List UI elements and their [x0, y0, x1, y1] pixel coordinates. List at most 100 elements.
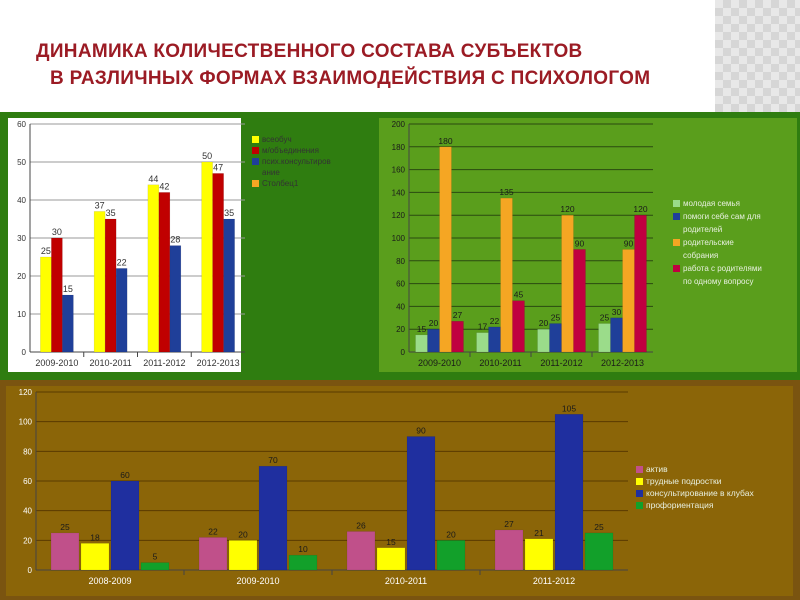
- data-label: 10: [298, 544, 308, 554]
- data-label: 20: [429, 318, 439, 328]
- y-tick-label: 10: [17, 310, 26, 319]
- bar: [561, 214, 574, 353]
- legend-label: актив: [646, 464, 668, 474]
- legend-label: Столбец1: [262, 179, 299, 188]
- legend-label: родительские: [683, 238, 734, 247]
- legend-swatch: [673, 200, 680, 207]
- bar: [51, 237, 63, 353]
- data-label: 42: [159, 181, 169, 191]
- data-label: 45: [514, 290, 524, 300]
- legend-swatch: [673, 265, 680, 272]
- bar: [634, 214, 647, 353]
- legend-swatch: [636, 490, 643, 497]
- legend-swatch: [636, 478, 643, 485]
- bar: [169, 245, 182, 353]
- data-label: 20: [539, 318, 549, 328]
- legend-swatch: [252, 147, 259, 154]
- y-tick-label: 60: [396, 280, 405, 289]
- bar: [158, 192, 171, 353]
- chart-panel-3: 0 20 40 60 80 100 120 2008-2009 25 18 60 5 2009-2010…: [0, 380, 800, 600]
- data-label: 120: [560, 204, 574, 214]
- bar: [537, 328, 550, 353]
- x-tick-label: 2011-2012: [540, 358, 582, 368]
- bar: [524, 538, 554, 571]
- bar: [80, 543, 110, 571]
- y-tick-label: 0: [28, 566, 33, 575]
- data-label: 22: [117, 257, 127, 267]
- data-label: 25: [551, 313, 561, 323]
- slide-header: ДИНАМИКА КОЛИЧЕСТВЕННОГО СОСТАВА СУБЪЕКТ…: [0, 0, 715, 112]
- legend-label: родителей: [683, 225, 722, 234]
- data-label: 44: [148, 174, 158, 184]
- bar: [451, 320, 464, 353]
- data-label: 50: [202, 151, 212, 161]
- legend-label: ание: [262, 168, 280, 177]
- chart-panel-1: 0 10 20 30 40 50 60 2009-2010 25 30 15 2010-2011 37 3…: [0, 112, 373, 380]
- bar: [436, 540, 466, 571]
- data-label: 60: [120, 470, 130, 480]
- legend-swatch: [673, 239, 680, 246]
- bar: [346, 531, 376, 571]
- chart-panel-2: 0 20 40 60 80 100 120 140 160 180 200 2009-2010 15 20…: [373, 112, 800, 380]
- legend-swatch: [252, 180, 259, 187]
- y-tick-label: 0: [22, 348, 27, 357]
- data-label: 17: [478, 322, 488, 332]
- legend-label: профориентация: [646, 500, 714, 510]
- y-tick-label: 20: [17, 272, 26, 281]
- x-tick-label: 2012-2013: [601, 358, 644, 368]
- data-label: 90: [416, 426, 426, 436]
- y-tick-label: 40: [396, 302, 405, 311]
- x-tick-label: 2009-2010: [236, 576, 279, 586]
- legend-label: трудные подростки: [646, 476, 722, 486]
- data-label: 20: [238, 529, 248, 539]
- y-tick-label: 60: [17, 120, 26, 129]
- data-label: 180: [438, 136, 452, 146]
- legend-label: м/объединения: [262, 146, 319, 155]
- x-tick-label: 2011-2012: [143, 358, 185, 368]
- data-label: 26: [356, 520, 366, 530]
- legend-swatch: [252, 158, 259, 165]
- y-tick-label: 40: [23, 507, 32, 516]
- bar: [427, 328, 440, 353]
- bar: [554, 414, 584, 571]
- data-label: 25: [600, 313, 610, 323]
- legend-label: консультирование в клубах: [646, 488, 754, 498]
- bar: [258, 465, 288, 571]
- bar: [198, 537, 228, 571]
- bar: [62, 294, 74, 353]
- bar: [104, 218, 117, 353]
- bar: [512, 300, 525, 353]
- y-tick-label: 30: [17, 234, 26, 243]
- data-label: 27: [504, 519, 514, 529]
- x-tick-label: 2011-2012: [533, 576, 575, 586]
- data-label: 20: [446, 529, 456, 539]
- slide-title-line-2: В РАЗЛИЧНЫХ ФОРМАХ ВЗАИМОДЕЙСТВИЯ С ПСИХ…: [50, 68, 651, 89]
- bar: [228, 540, 258, 571]
- bar: [110, 480, 140, 571]
- legend-label: собрания: [683, 251, 718, 260]
- data-label: 30: [52, 227, 62, 237]
- data-label: 15: [63, 284, 73, 294]
- y-tick-label: 120: [392, 211, 406, 220]
- y-tick-label: 20: [23, 536, 32, 545]
- x-tick-label: 2012-2013: [197, 358, 240, 368]
- y-tick-label: 20: [396, 325, 405, 334]
- x-tick-label: 2009-2010: [35, 358, 78, 368]
- legend-label: молодая семья: [683, 199, 740, 208]
- bar: [573, 249, 586, 353]
- x-tick-label: 2008-2009: [88, 576, 131, 586]
- slide-title: ДИНАМИКА КОЛИЧЕСТВЕННОГО СОСТАВА СУБЪЕКТ…: [36, 38, 706, 92]
- bar: [376, 547, 406, 571]
- y-tick-label: 100: [392, 234, 406, 243]
- bar: [288, 554, 318, 571]
- legend-swatch: [252, 136, 259, 143]
- data-label: 70: [268, 455, 278, 465]
- legend-label: помоги себе сам для: [683, 212, 761, 221]
- legend-label: по одному вопросу: [683, 277, 753, 286]
- data-label: 5: [153, 552, 158, 562]
- data-label: 28: [170, 235, 180, 245]
- y-tick-label: 80: [396, 257, 405, 266]
- data-label: 90: [624, 238, 634, 248]
- slide-title-line-1: ДИНАМИКА КОЛИЧЕСТВЕННОГО СОСТАВА СУБЪЕКТ…: [36, 41, 583, 62]
- bar: [439, 146, 452, 353]
